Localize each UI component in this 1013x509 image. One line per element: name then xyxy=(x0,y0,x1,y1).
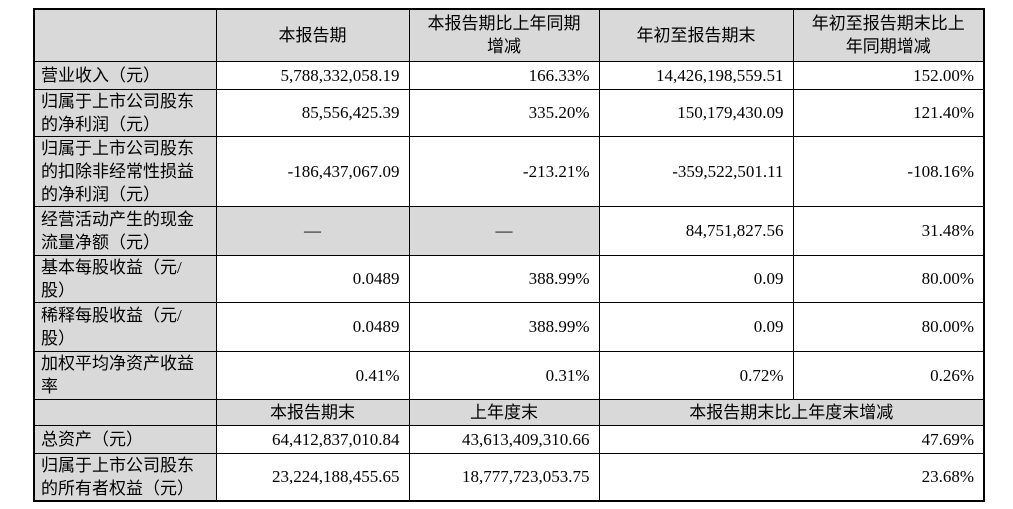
row-label: 稀释每股收益（元/股） xyxy=(33,301,217,352)
corner-cell xyxy=(33,8,217,62)
value-cell: 80.00% xyxy=(792,301,985,352)
value-cell: 0.09 xyxy=(598,301,794,352)
column-header: 年初至报告期末 xyxy=(598,8,794,62)
value-cell: 64,412,837,010.84 xyxy=(215,424,410,454)
table-row: 营业收入（元） 5,788,332,058.19 166.33% 14,426,198… xyxy=(33,60,985,90)
column-header: 本报告期末 xyxy=(215,398,410,426)
value-cell: -108.16% xyxy=(792,135,985,207)
value-cell: 166.33% xyxy=(408,60,600,90)
value-cell: 0.72% xyxy=(598,350,794,400)
value-cell: 0.0489 xyxy=(215,301,410,352)
value-cell: 47.69% xyxy=(598,424,985,454)
header-row-reporting-period: 本报告期 本报告期比上年同期增减 年初至报告期末 年初至报告期末比上年同期增减 xyxy=(33,8,985,62)
table-row: 总资产（元） 64,412,837,010.84 43,613,409,310.66… xyxy=(33,424,985,454)
value-cell: 335.20% xyxy=(408,88,600,137)
value-cell: -213.21% xyxy=(408,135,600,207)
value-cell: 23.68% xyxy=(598,452,985,501)
row-label: 归属于上市公司股东的净利润（元） xyxy=(33,88,217,137)
value-cell: 84,751,827.56 xyxy=(598,205,794,256)
value-cell: 18,777,723,053.75 xyxy=(408,452,600,501)
value-cell: -359,522,501.11 xyxy=(598,135,794,207)
value-cell: -186,437,067.09 xyxy=(215,135,410,207)
table-row: 归属于上市公司股东的扣除非经常性损益的净利润（元） -186,437,067.09… xyxy=(33,135,985,207)
column-header: 本报告期比上年同期增减 xyxy=(408,8,600,62)
financial-table: 本报告期 本报告期比上年同期增减 年初至报告期末 年初至报告期末比上年同期增减 营业收入… xyxy=(33,8,985,502)
value-cell: 80.00% xyxy=(792,254,985,303)
corner-cell xyxy=(33,398,217,426)
row-label: 基本每股收益（元/股） xyxy=(33,254,217,303)
value-cell: 0.41% xyxy=(215,350,410,400)
header-row-period-end: 本报告期末 上年度末 本报告期末比上年度末增减 xyxy=(33,398,985,426)
value-cell: 388.99% xyxy=(408,254,600,303)
row-label: 经营活动产生的现金流量净额（元） xyxy=(33,205,217,256)
financial-table-body: 本报告期 本报告期比上年同期增减 年初至报告期末 年初至报告期末比上年同期增减 营业收入… xyxy=(33,8,985,501)
column-header: 本报告期 xyxy=(215,8,410,62)
table-row: 经营活动产生的现金流量净额（元） — —84,751,827.56 31.48% xyxy=(33,205,985,256)
not-applicable-cell: — xyxy=(215,205,410,256)
value-cell: 388.99% xyxy=(408,301,600,352)
column-header: 本报告期末比上年度末增减 xyxy=(598,398,985,426)
value-cell: 85,556,425.39 xyxy=(215,88,410,137)
value-cell: 0.09 xyxy=(598,254,794,303)
value-cell: 150,179,430.09 xyxy=(598,88,794,137)
row-label: 归属于上市公司股东的扣除非经常性损益的净利润（元） xyxy=(33,135,217,207)
value-cell: 14,426,198,559.51 xyxy=(598,60,794,90)
value-cell: 23,224,188,455.65 xyxy=(215,452,410,501)
column-header: 上年度末 xyxy=(408,398,600,426)
value-cell: 0.26% xyxy=(792,350,985,400)
value-cell: 43,613,409,310.66 xyxy=(408,424,600,454)
table-row: 稀释每股收益（元/股） 0.0489 388.99% 0.09 80.00% xyxy=(33,301,985,352)
value-cell: 0.31% xyxy=(408,350,600,400)
value-cell: 121.40% xyxy=(792,88,985,137)
table-row: 归属于上市公司股东的净利润（元） 85,556,425.39 335.20% 150,… xyxy=(33,88,985,137)
table-row: 加权平均净资产收益率 0.41% 0.31% 0.72% 0.26% xyxy=(33,350,985,400)
not-applicable-cell: — xyxy=(408,205,600,256)
row-label: 归属于上市公司股东的所有者权益（元） xyxy=(33,452,217,501)
report-page: 本报告期 本报告期比上年同期增减 年初至报告期末 年初至报告期末比上年同期增减 营业收入… xyxy=(33,8,985,502)
table-row: 基本每股收益（元/股） 0.0489 388.99% 0.09 80.00% xyxy=(33,254,985,303)
column-header: 年初至报告期末比上年同期增减 xyxy=(792,8,985,62)
row-label: 总资产（元） xyxy=(33,424,217,454)
value-cell: 5,788,332,058.19 xyxy=(215,60,410,90)
value-cell: 152.00% xyxy=(792,60,985,90)
row-label: 加权平均净资产收益率 xyxy=(33,350,217,400)
value-cell: 31.48% xyxy=(792,205,985,256)
value-cell: 0.0489 xyxy=(215,254,410,303)
row-label: 营业收入（元） xyxy=(33,60,217,90)
table-row: 归属于上市公司股东的所有者权益（元） 23,224,188,455.65 18,77… xyxy=(33,452,985,501)
